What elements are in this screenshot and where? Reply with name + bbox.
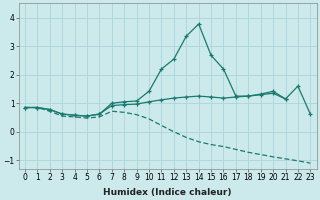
X-axis label: Humidex (Indice chaleur): Humidex (Indice chaleur): [103, 188, 232, 197]
